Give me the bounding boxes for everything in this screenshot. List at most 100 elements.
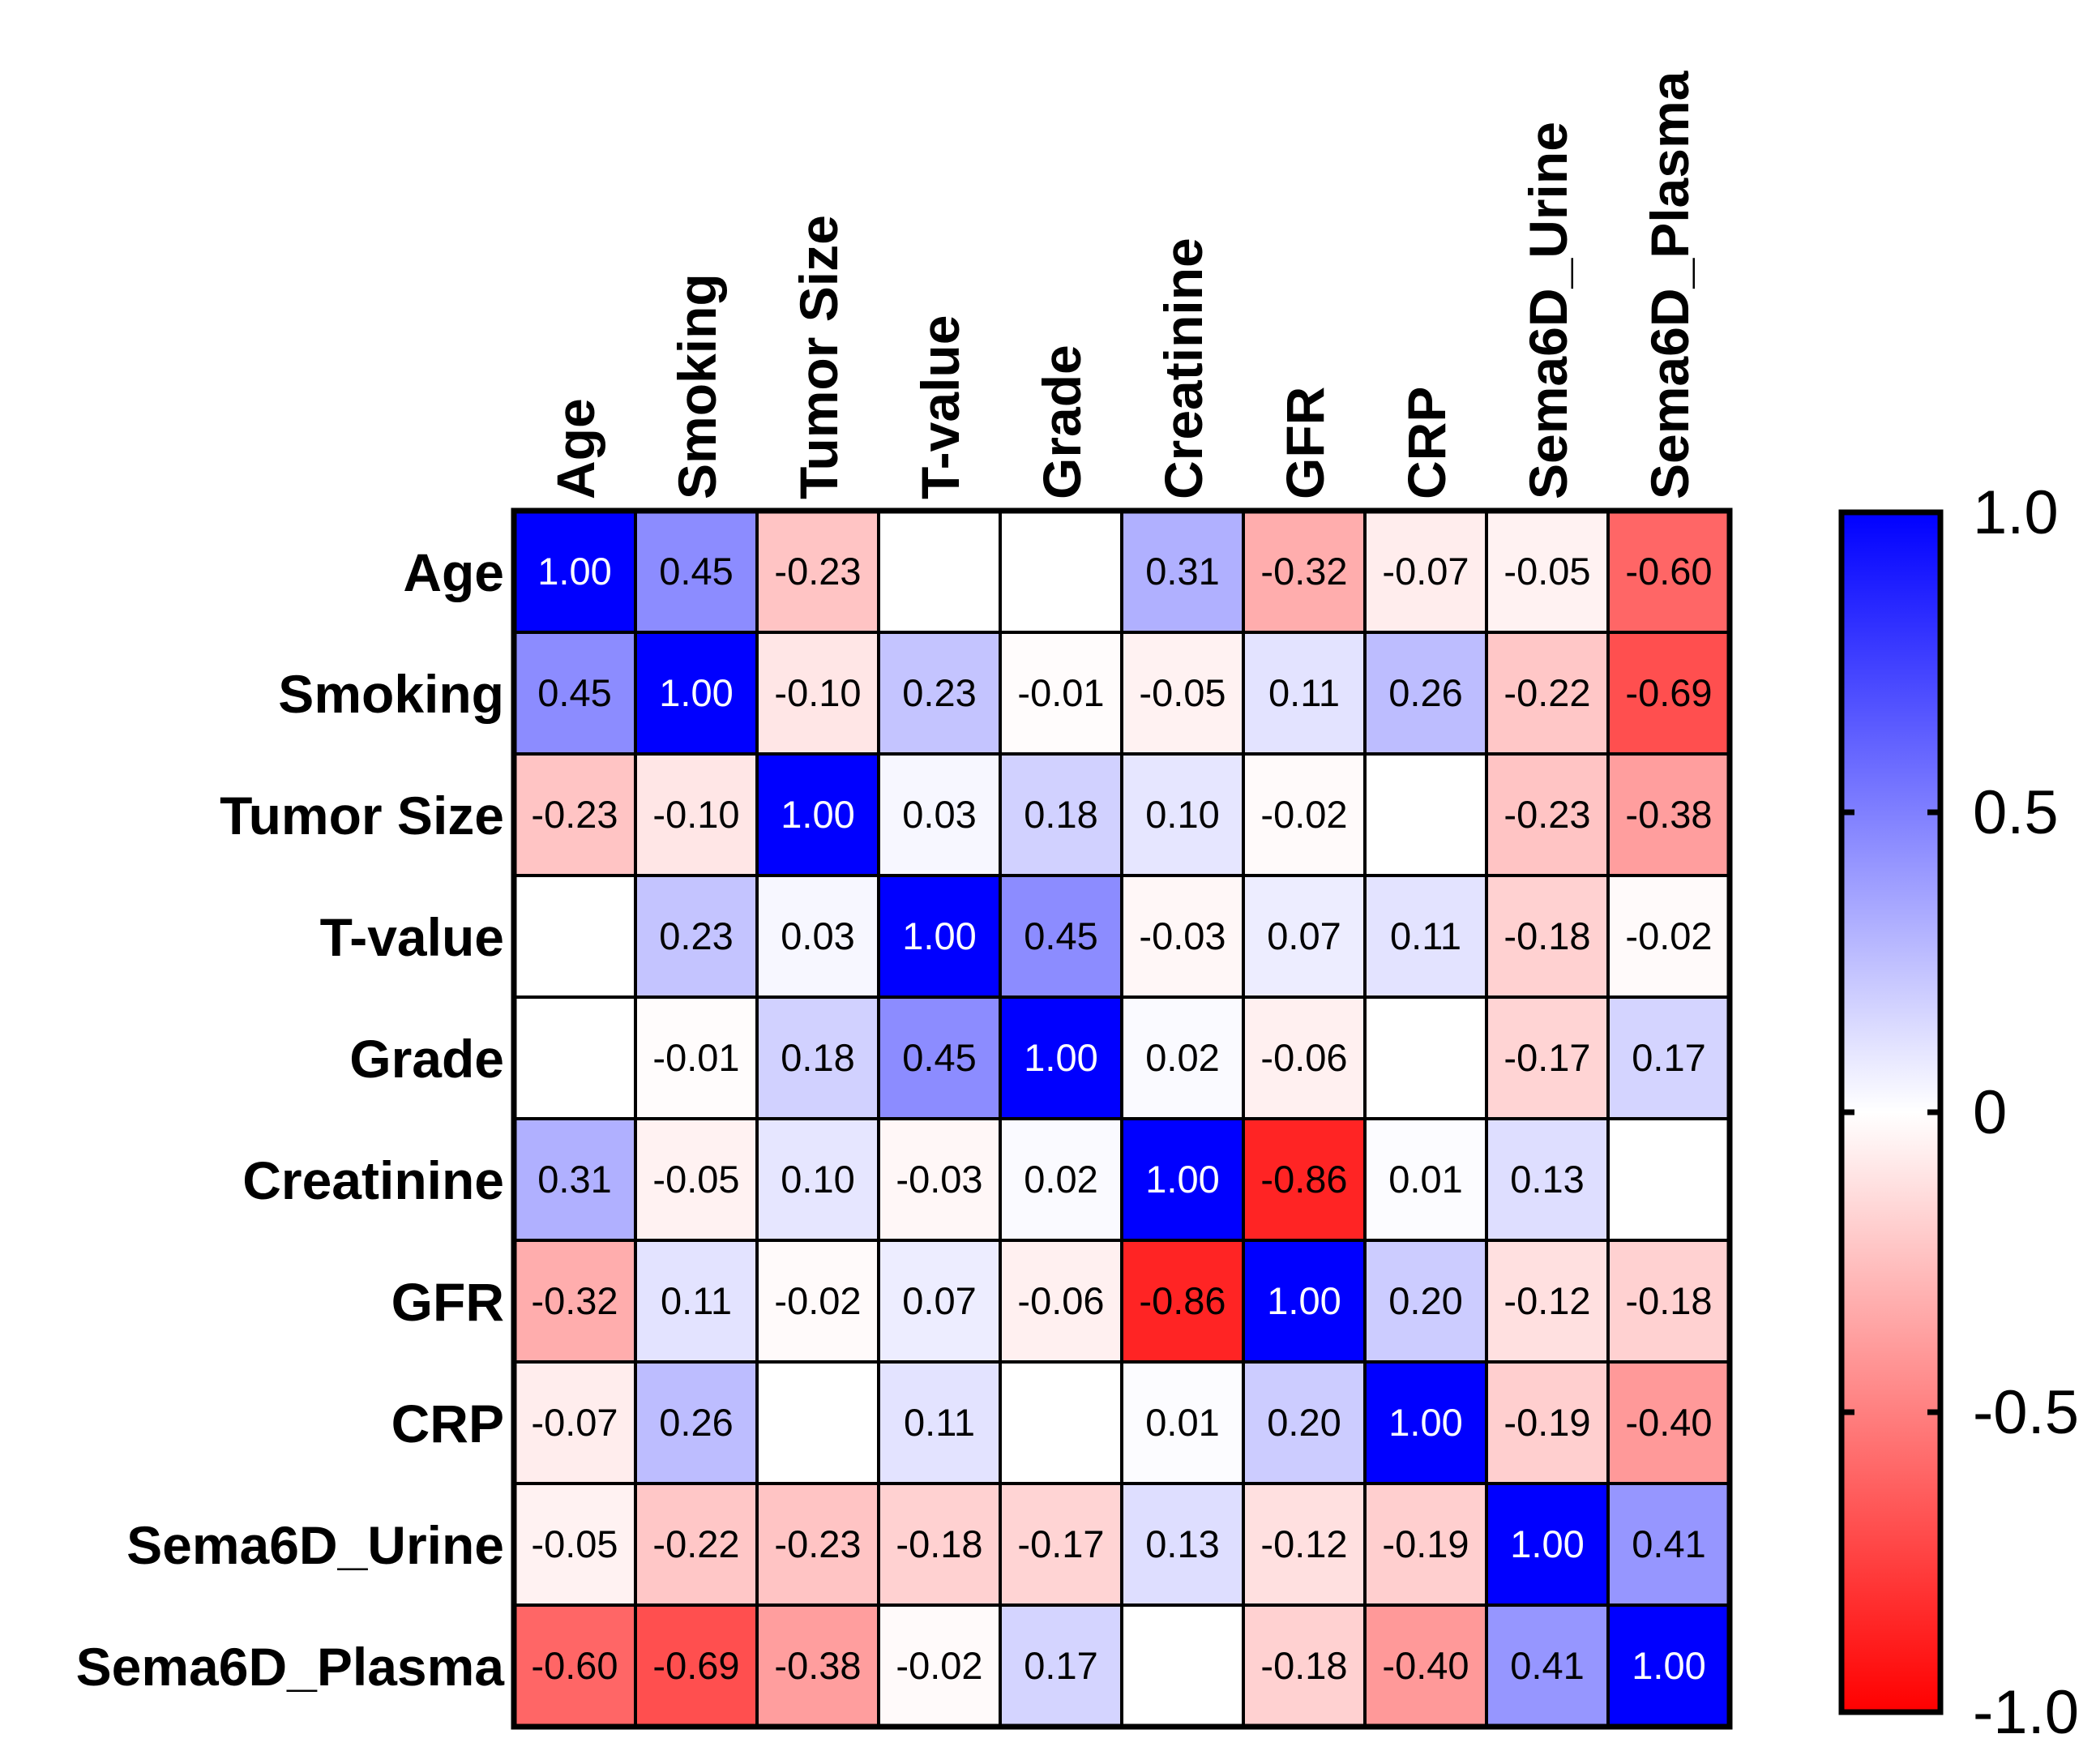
row-label: Creatinine	[242, 1150, 504, 1210]
cell-value-label: 0.07	[1267, 914, 1341, 957]
colorbar-tick-label: 0.5	[1973, 778, 2059, 847]
cell-value-label: 0.18	[781, 1036, 854, 1079]
heatmap-cell	[879, 1484, 1000, 1605]
heatmap-cell	[1243, 511, 1365, 632]
cell-value-label: -0.02	[1625, 914, 1712, 957]
cell-value-label: 1.00	[1510, 1522, 1584, 1565]
cell-value-label: -0.86	[1260, 1158, 1347, 1201]
heatmap-cell	[1365, 1605, 1486, 1727]
column-label: Age	[545, 398, 605, 499]
heatmap-cell	[635, 1119, 757, 1240]
cell-value-label: -0.18	[1625, 1279, 1712, 1322]
cell-value-label: -0.18	[1504, 914, 1590, 957]
heatmap-cell	[1122, 876, 1243, 997]
cell-value-label: 0.45	[537, 671, 611, 714]
heatmap-cell	[1122, 1362, 1243, 1484]
cell-value-label: -0.10	[652, 793, 739, 836]
cell-value-label: 1.00	[1388, 1401, 1462, 1444]
colorbar-tick-label: 0	[1973, 1078, 2007, 1147]
heatmap-cell	[514, 1362, 635, 1484]
heatmap-cell	[635, 511, 757, 632]
cell-value-label: -0.23	[531, 793, 618, 836]
colorbar-tick-label: -0.5	[1973, 1378, 2079, 1447]
cell-value-label: -0.03	[896, 1158, 982, 1201]
cell-value-label: 1.00	[659, 671, 733, 714]
heatmap-cell	[635, 1240, 757, 1362]
heatmap-cell	[1365, 997, 1486, 1119]
cell-value-label: -0.05	[531, 1522, 618, 1565]
heatmap-cell	[1243, 997, 1365, 1119]
cell-value-label: 0.11	[904, 1401, 975, 1444]
cell-value-label: 0.11	[1390, 914, 1461, 957]
heatmap-cell	[1000, 1119, 1122, 1240]
heatmap-cell	[879, 1362, 1000, 1484]
cell-value-label: 1.00	[1024, 1036, 1097, 1079]
heatmap-cell	[514, 876, 635, 997]
heatmap-cell	[1486, 1605, 1608, 1727]
cell-value-label: 0.17	[1632, 1036, 1705, 1079]
cell-value-label: -0.40	[1382, 1644, 1469, 1687]
cell-value-label: -0.02	[896, 1644, 982, 1687]
cell-value-label: 0.01	[1388, 1158, 1462, 1201]
cell-value-label: 0.02	[1145, 1036, 1219, 1079]
cell-value-label: -0.22	[652, 1522, 739, 1565]
heatmap-cell	[1000, 1484, 1122, 1605]
cell-value-label: 0.03	[781, 914, 854, 957]
cell-value-label: 0.20	[1388, 1279, 1462, 1322]
heatmap-cell	[514, 754, 635, 876]
heatmap-cell	[1486, 511, 1608, 632]
cell-value-label: -0.12	[1504, 1279, 1590, 1322]
column-label: T-value	[910, 315, 970, 499]
cell-value-label: -0.03	[1139, 914, 1226, 957]
heatmap-cell	[1243, 876, 1365, 997]
heatmap-cell	[1000, 997, 1122, 1119]
cell-value-label: -0.07	[1382, 550, 1469, 593]
heatmap-cell	[757, 1119, 879, 1240]
heatmap-cell	[1122, 1484, 1243, 1605]
row-label: CRP	[391, 1394, 504, 1454]
heatmap-cell	[1122, 754, 1243, 876]
cell-value-label: -0.69	[1625, 671, 1712, 714]
column-label: CRP	[1397, 387, 1457, 499]
colorbar-tick-label: -1.0	[1973, 1678, 2079, 1747]
heatmap-cell	[514, 997, 635, 1119]
heatmap-cell	[1122, 1240, 1243, 1362]
cell-value-label: 0.17	[1024, 1644, 1097, 1687]
cell-value-label: 0.13	[1145, 1522, 1219, 1565]
heatmap-grid	[511, 507, 1733, 1730]
heatmap-cell	[635, 997, 757, 1119]
heatmap-cell	[635, 754, 757, 876]
heatmap-cell	[1365, 1119, 1486, 1240]
row-label: Age	[403, 542, 504, 602]
cell-value-label: -0.32	[1260, 550, 1347, 593]
row-label: Smoking	[278, 664, 504, 724]
heatmap-cell	[1243, 754, 1365, 876]
heatmap-cell	[1608, 1240, 1730, 1362]
heatmap-cell	[879, 1240, 1000, 1362]
cell-value-label: 0.03	[902, 793, 976, 836]
cell-value-label: -0.02	[1260, 793, 1347, 836]
heatmap-cell	[879, 997, 1000, 1119]
heatmap-cell	[1365, 632, 1486, 754]
heatmap-cells	[514, 511, 1730, 1727]
cell-value-label: 0.10	[1145, 793, 1219, 836]
cell-value-label: -0.17	[1504, 1036, 1590, 1079]
heatmap-cell	[1000, 632, 1122, 754]
heatmap-cell	[1486, 1362, 1608, 1484]
cell-value-label: -0.06	[1017, 1279, 1104, 1322]
row-label: T-value	[320, 907, 504, 967]
cell-value-label: -0.23	[1504, 793, 1590, 836]
heatmap-cell	[1122, 1605, 1243, 1727]
cell-value-label: -0.38	[1625, 793, 1712, 836]
heatmap-cell	[1608, 511, 1730, 632]
heatmap-cell	[1243, 1605, 1365, 1727]
heatmap-cell	[1608, 754, 1730, 876]
colorbar-tick-label: 1.0	[1973, 478, 2059, 547]
heatmap-cell	[1243, 632, 1365, 754]
cell-value-label: 0.45	[659, 550, 733, 593]
heatmap-cell	[757, 511, 879, 632]
cell-value-label: 0.31	[1145, 550, 1219, 593]
heatmap-cell	[1000, 876, 1122, 997]
cell-value-label: -0.32	[531, 1279, 618, 1322]
cell-value-label: 0.20	[1267, 1401, 1341, 1444]
